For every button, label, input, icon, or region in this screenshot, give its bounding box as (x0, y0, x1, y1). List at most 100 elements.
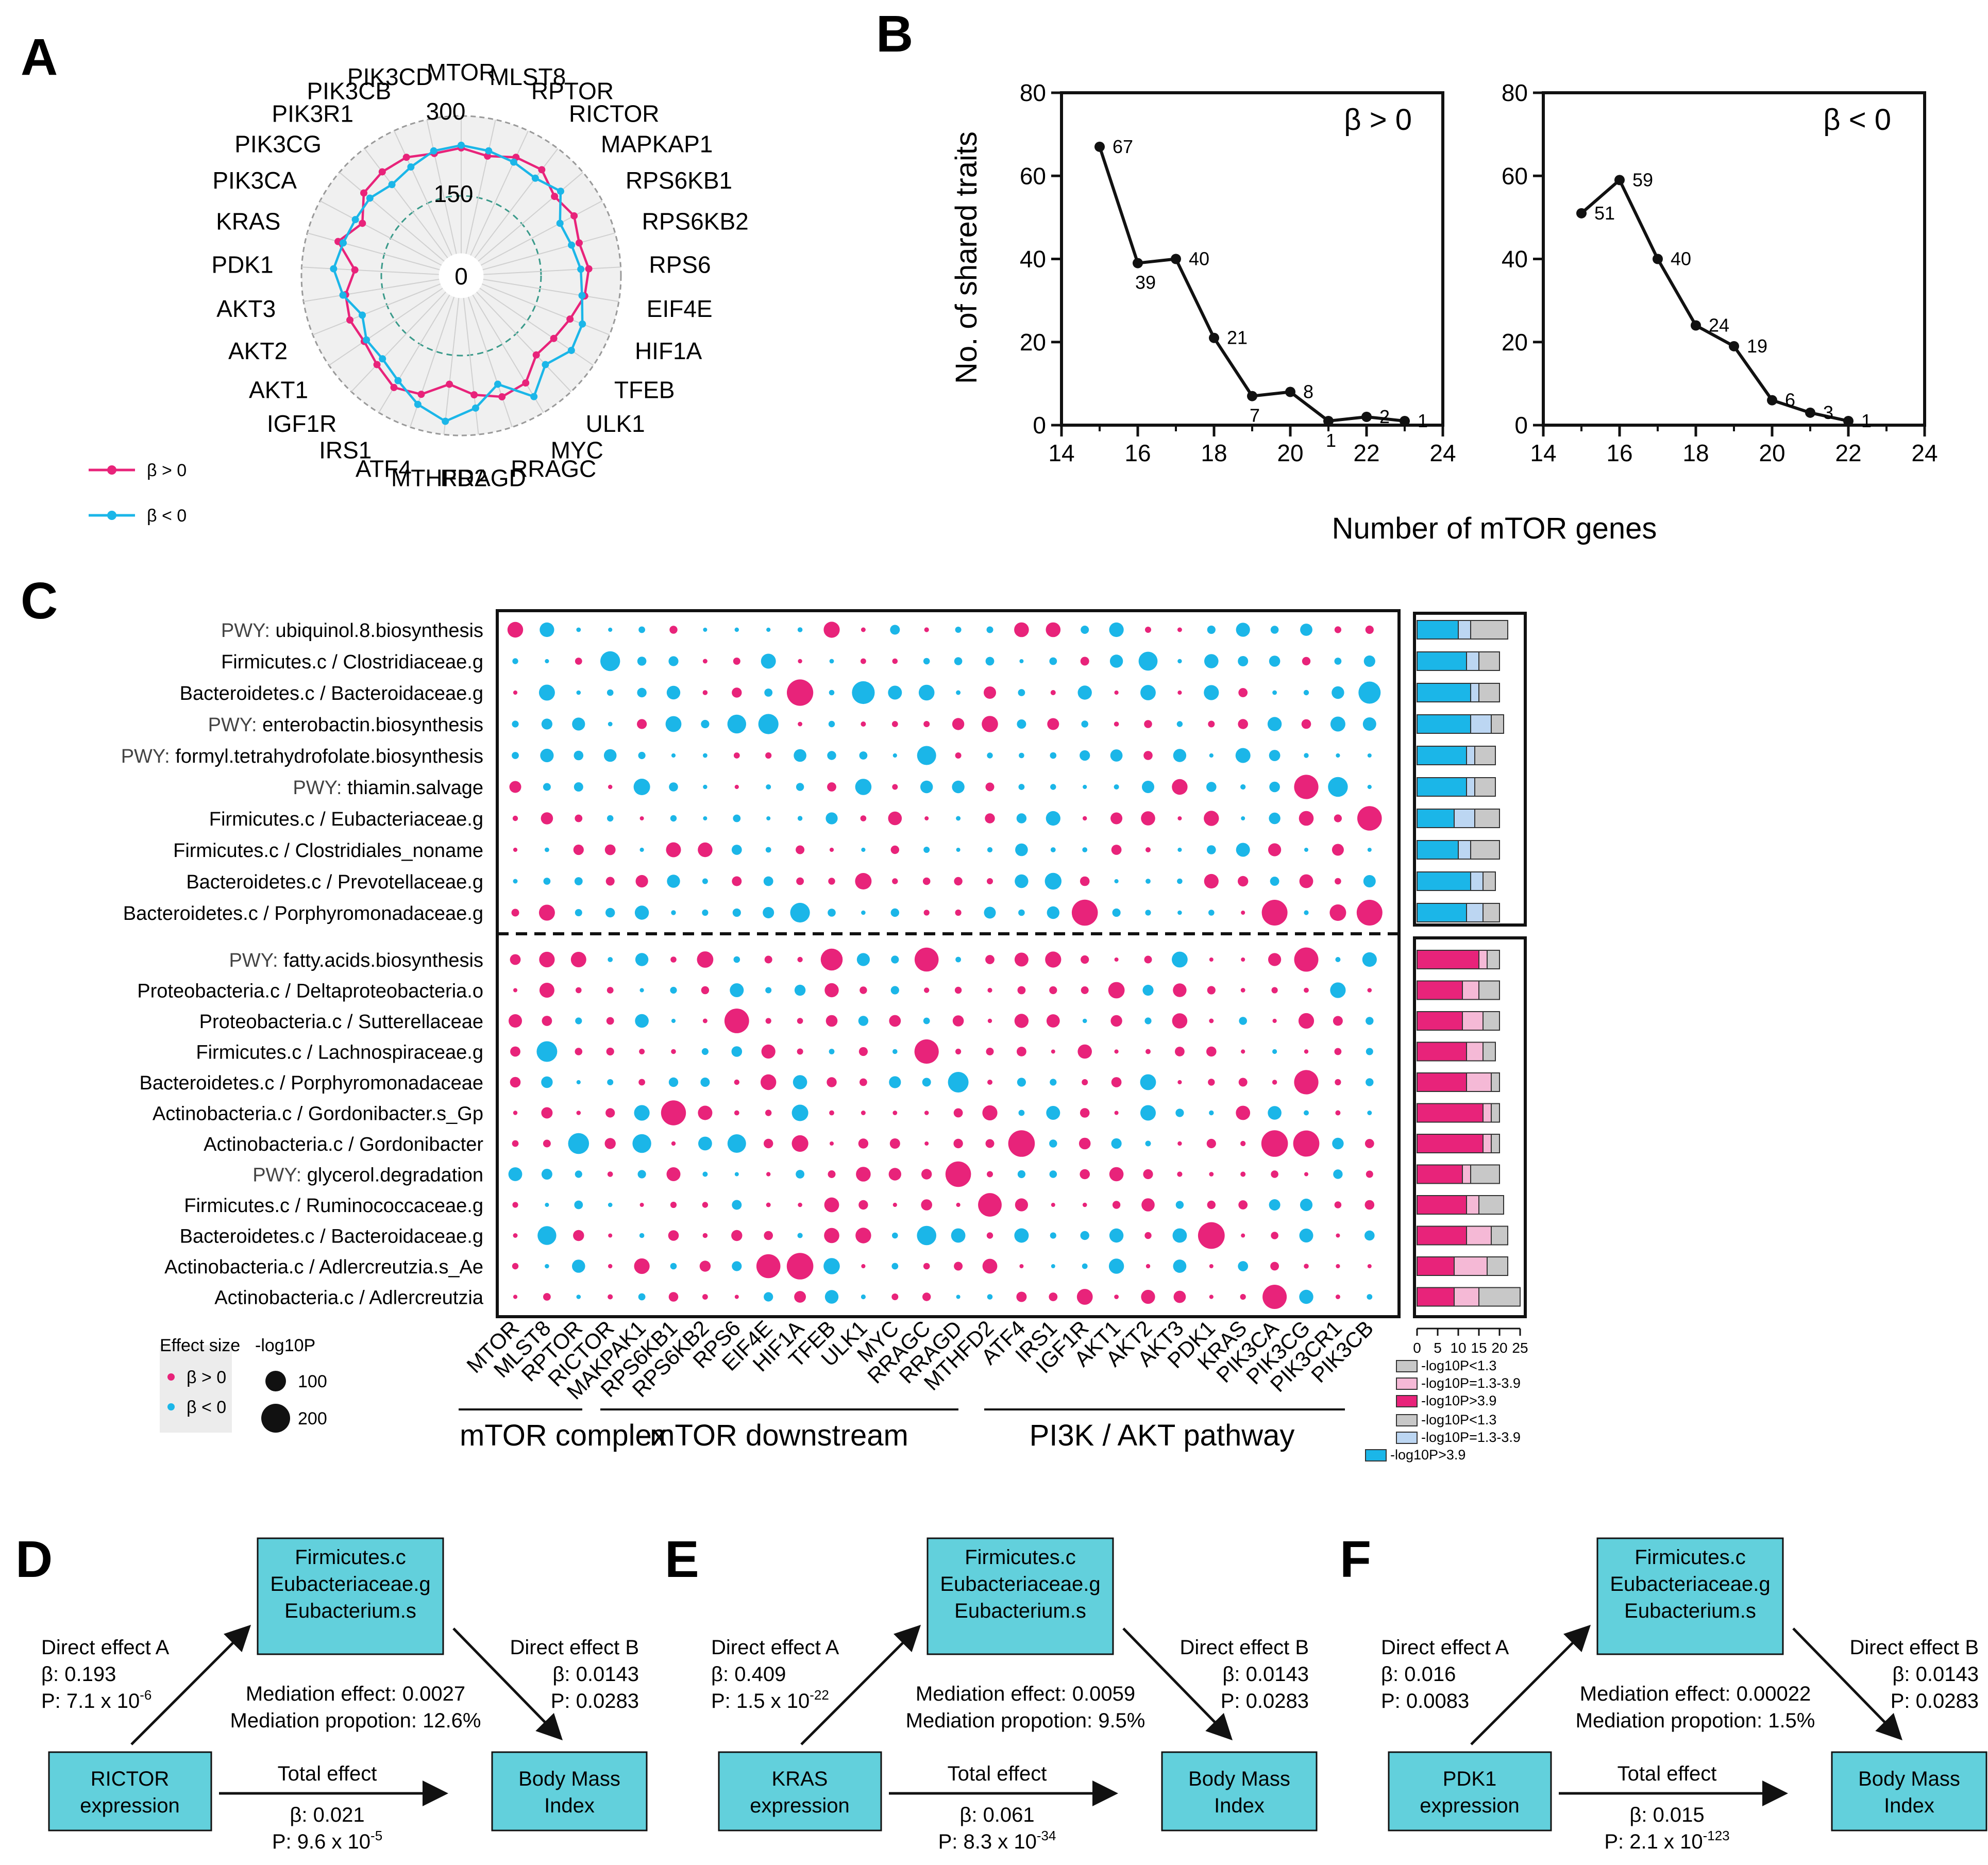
radar-spoke (426, 120, 457, 254)
dot (858, 1138, 869, 1149)
bar-segment (1491, 1072, 1500, 1092)
effect-legend-pos-dot (167, 1373, 175, 1381)
data-point (1247, 391, 1257, 401)
radar-point-pos-hif1a (566, 315, 574, 323)
bar-segment (1454, 809, 1475, 828)
dot (953, 1108, 963, 1118)
dot (1240, 988, 1245, 993)
bar-legend-pos-swatch (1396, 1395, 1418, 1407)
dot (1366, 1078, 1374, 1086)
dot (541, 718, 552, 730)
dot (824, 983, 839, 998)
x-tick-label: 14 (1048, 440, 1074, 466)
dot (1367, 1111, 1372, 1115)
bar-segment (1474, 746, 1496, 765)
dot (924, 816, 929, 820)
dot (1143, 1169, 1153, 1180)
dot (1304, 910, 1309, 915)
y-tick-label: 40 (1020, 246, 1046, 273)
dot (510, 1077, 521, 1088)
dot (1268, 953, 1282, 966)
dot (573, 844, 584, 855)
dot (1046, 1014, 1060, 1028)
dot (796, 877, 804, 885)
dot (702, 909, 709, 916)
outcome-label: Body Mass (1188, 1768, 1290, 1790)
radar-spoke (470, 130, 529, 256)
dot (1081, 955, 1089, 964)
radar-label-igf1r: IGF1R (267, 410, 336, 437)
dot (1240, 1293, 1246, 1300)
dot (1208, 720, 1215, 728)
dot (1112, 908, 1121, 917)
dot (982, 1105, 998, 1121)
dot (512, 815, 518, 821)
bar-segment (1491, 1134, 1500, 1153)
radar-spoke (480, 200, 603, 266)
dot (1304, 1264, 1309, 1269)
dot (1082, 1202, 1087, 1207)
radar-point-neg-pdk1 (330, 265, 338, 273)
dot (761, 1074, 777, 1090)
dot (1270, 877, 1279, 886)
exposure-box (48, 1751, 212, 1832)
dot (1172, 779, 1188, 795)
dot (572, 1259, 585, 1273)
dot (1365, 625, 1374, 634)
dotplot-gene-labels: MTORMLST8RPTORRICTORMAKPAK1RPS6KB1RPS6KB… (462, 1316, 1378, 1404)
dot (765, 847, 771, 853)
mediator-label: Eubacterium.s (284, 1600, 416, 1622)
data-label: 6 (1785, 390, 1795, 411)
dot (1240, 1140, 1246, 1147)
dot (540, 748, 554, 763)
dot (605, 1108, 615, 1118)
radar-spoke (479, 288, 594, 366)
dot (1304, 1172, 1308, 1177)
dot (1080, 750, 1090, 761)
mediation-proportion: Mediation propotion: 1.5% (1576, 1709, 1815, 1732)
mediator-box (257, 1537, 444, 1655)
total-title: Total effect (1618, 1762, 1717, 1785)
dot (537, 1226, 557, 1245)
dot (1114, 690, 1119, 695)
dot (538, 904, 555, 921)
outcome-box (1161, 1751, 1318, 1832)
radar-label-rragc: RRAGC (511, 455, 596, 482)
dot (1329, 904, 1346, 921)
dot (1271, 1232, 1278, 1239)
dot (922, 1292, 931, 1301)
dot (1269, 781, 1280, 793)
dot (1175, 1201, 1184, 1209)
dot (1294, 947, 1319, 972)
mediator-label: Firmicutes.c (295, 1546, 406, 1569)
dot (954, 1262, 963, 1271)
dot (635, 875, 648, 888)
dot (861, 721, 866, 727)
size-legend-200-dot (261, 1404, 290, 1433)
bar-segment (1478, 1287, 1521, 1307)
dot (1364, 1139, 1374, 1148)
dot (507, 621, 524, 638)
dot (1014, 1014, 1029, 1028)
dot (702, 1294, 708, 1300)
radar-point-pos-rps6kb2 (576, 239, 583, 247)
dot (608, 721, 613, 727)
bar-segment (1417, 1103, 1484, 1123)
dot (703, 816, 707, 820)
dot (923, 1263, 930, 1270)
dot (1112, 1201, 1121, 1209)
data-label: 40 (1671, 248, 1691, 270)
dot (1018, 689, 1025, 696)
dot (697, 951, 714, 968)
radar-spoke (303, 279, 440, 303)
dot (666, 1167, 681, 1181)
dot (888, 685, 902, 700)
radar-point-neg-mapkap1 (557, 188, 564, 195)
bar-segment (1417, 1041, 1467, 1062)
dot (1176, 721, 1183, 727)
dot (955, 627, 962, 633)
panel-d-letter: D (15, 1531, 53, 1588)
bar-segment (1417, 1072, 1467, 1092)
dot (635, 1014, 649, 1028)
